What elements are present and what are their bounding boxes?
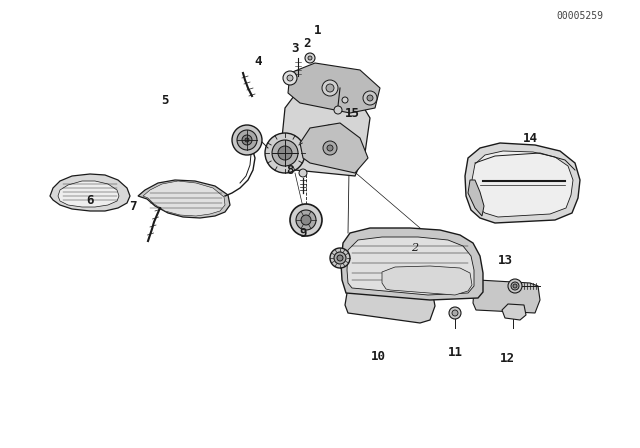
Circle shape <box>290 204 322 236</box>
Circle shape <box>449 307 461 319</box>
Circle shape <box>232 125 262 155</box>
Polygon shape <box>345 283 435 323</box>
Circle shape <box>237 130 257 150</box>
Circle shape <box>272 140 298 166</box>
Text: 2: 2 <box>412 243 419 253</box>
Circle shape <box>322 125 338 141</box>
Circle shape <box>283 71 297 85</box>
Circle shape <box>299 169 307 177</box>
Text: 3: 3 <box>291 42 299 55</box>
Circle shape <box>334 252 346 264</box>
Polygon shape <box>58 181 119 207</box>
Text: 4: 4 <box>254 55 262 68</box>
Polygon shape <box>282 88 370 176</box>
Polygon shape <box>341 228 483 300</box>
Polygon shape <box>143 181 225 216</box>
Circle shape <box>305 53 315 63</box>
Circle shape <box>322 80 338 96</box>
Circle shape <box>301 215 311 225</box>
Polygon shape <box>382 266 472 295</box>
Polygon shape <box>468 180 484 216</box>
Polygon shape <box>473 280 540 313</box>
Text: 2: 2 <box>303 36 311 49</box>
Polygon shape <box>300 123 368 173</box>
Polygon shape <box>138 180 230 218</box>
Circle shape <box>511 282 519 290</box>
Circle shape <box>337 255 343 261</box>
Circle shape <box>326 84 334 92</box>
Text: 6: 6 <box>86 194 93 207</box>
Text: 10: 10 <box>371 349 385 362</box>
Circle shape <box>452 310 458 316</box>
Circle shape <box>308 56 312 60</box>
Circle shape <box>508 279 522 293</box>
Polygon shape <box>347 237 474 295</box>
Circle shape <box>242 135 252 145</box>
Text: 00005259: 00005259 <box>557 11 604 21</box>
Circle shape <box>265 133 305 173</box>
Circle shape <box>287 75 293 81</box>
Polygon shape <box>502 304 526 320</box>
Polygon shape <box>288 63 380 113</box>
Circle shape <box>342 97 348 103</box>
Circle shape <box>334 106 342 114</box>
Circle shape <box>326 129 334 137</box>
Text: 13: 13 <box>497 254 513 267</box>
Polygon shape <box>465 143 580 223</box>
Text: 15: 15 <box>344 107 360 120</box>
Circle shape <box>513 284 517 288</box>
Circle shape <box>367 95 373 101</box>
Circle shape <box>296 210 316 230</box>
Text: 14: 14 <box>522 132 538 145</box>
Text: 5: 5 <box>161 94 169 107</box>
Polygon shape <box>472 151 573 217</box>
Circle shape <box>330 248 350 268</box>
Circle shape <box>323 141 337 155</box>
Text: 12: 12 <box>499 352 515 365</box>
Polygon shape <box>50 174 130 211</box>
Text: 1: 1 <box>314 23 322 36</box>
Text: 8: 8 <box>286 164 294 177</box>
Text: 7: 7 <box>129 199 137 212</box>
Circle shape <box>363 91 377 105</box>
Circle shape <box>245 138 249 142</box>
Circle shape <box>327 145 333 151</box>
Text: 9: 9 <box>300 227 307 240</box>
Circle shape <box>278 146 292 160</box>
Text: 11: 11 <box>447 346 463 359</box>
